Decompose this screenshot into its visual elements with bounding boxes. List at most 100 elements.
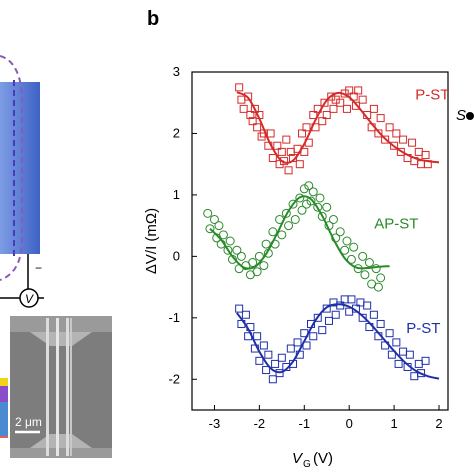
series-label-1: AP-ST xyxy=(374,216,418,233)
point-s2-30 xyxy=(336,301,345,310)
point-s1-40 xyxy=(324,221,334,231)
point-s2-42 xyxy=(381,341,390,350)
series-label-2: P-ST xyxy=(406,320,440,337)
point-s1-44 xyxy=(340,245,350,255)
point-s2-22 xyxy=(307,319,316,328)
point-s2-12 xyxy=(271,359,280,368)
point-s2-26 xyxy=(322,304,331,313)
point-s0-28 xyxy=(309,111,318,120)
x-tick-label-0: -3 xyxy=(209,416,221,431)
point-s2-27 xyxy=(324,316,333,325)
point-s2-50 xyxy=(410,372,419,381)
point-s1-48 xyxy=(353,264,363,274)
point-s1-17 xyxy=(254,251,264,261)
x-axis-title-unit: (V) xyxy=(313,450,333,467)
point-s0-54 xyxy=(396,147,405,156)
y-tick-label-2: 0 xyxy=(173,248,180,263)
point-s1-21 xyxy=(268,227,278,237)
point-s2-38 xyxy=(365,323,374,332)
point-s2-34 xyxy=(351,304,360,313)
point-s2-5 xyxy=(250,344,259,353)
y-tick-label-0: -2 xyxy=(168,371,180,386)
point-s2-44 xyxy=(387,350,396,359)
sem-top-taper xyxy=(30,332,92,346)
point-s0-31 xyxy=(318,117,327,126)
point-s2-18 xyxy=(293,338,302,347)
point-s2-1 xyxy=(237,319,246,328)
plot-frame xyxy=(191,71,449,411)
point-s1-46 xyxy=(346,254,356,264)
point-s2-46 xyxy=(394,359,403,368)
point-s1-54 xyxy=(373,282,383,292)
point-s0-62 xyxy=(423,160,432,169)
point-s1-53 xyxy=(371,264,381,274)
point-s2-25 xyxy=(318,326,327,335)
point-s2-17 xyxy=(289,359,298,368)
point-s0-25 xyxy=(300,147,309,156)
point-s2-21 xyxy=(302,341,311,350)
point-s2-29 xyxy=(331,310,340,319)
point-s0-43 xyxy=(354,86,363,95)
point-s0-16 xyxy=(277,147,286,156)
point-s0-5 xyxy=(248,117,257,126)
point-s1-33 xyxy=(304,181,314,191)
chart: -3 -2 -1 0 1 2 -2 -1 0 1 2 3 P-ST AP-ST P-ST ΔV/I (m… xyxy=(143,64,449,470)
sem-top-pad xyxy=(10,316,112,332)
point-s1-22 xyxy=(270,239,280,249)
point-s1-30 xyxy=(297,205,307,215)
voltmeter-circle xyxy=(19,288,39,308)
point-s0-12 xyxy=(266,129,275,138)
sem-bottom-pad xyxy=(10,448,112,458)
point-s1-55 xyxy=(376,273,386,283)
point-s0-44 xyxy=(358,95,367,104)
point-s1-35 xyxy=(308,187,318,197)
point-s2-7 xyxy=(255,356,264,365)
point-s0-24 xyxy=(298,129,307,138)
point-s1-50 xyxy=(360,270,370,280)
point-s0-18 xyxy=(282,135,291,144)
point-s0-40 xyxy=(345,86,354,95)
minus-sign: − xyxy=(35,261,42,275)
series-labels: P-ST AP-ST P-ST xyxy=(374,87,449,338)
x-tick-label-1: -2 xyxy=(254,416,266,431)
point-s2-37 xyxy=(363,301,372,310)
x-tick-label-3: 0 xyxy=(346,416,353,431)
point-s0-29 xyxy=(311,123,320,132)
x-axis-title-sub: G xyxy=(303,459,311,470)
point-s1-9 xyxy=(227,254,237,264)
point-s2-23 xyxy=(309,332,318,341)
point-s2-53 xyxy=(421,356,430,365)
point-s0-14 xyxy=(273,141,282,150)
point-s0-37 xyxy=(336,98,345,107)
point-s1-31 xyxy=(299,184,309,194)
sem-strip-1 xyxy=(46,318,49,456)
point-s0-57 xyxy=(408,138,417,147)
point-s2-20 xyxy=(300,329,309,338)
x-axis: -3 -2 -1 0 1 2 xyxy=(209,405,443,431)
point-s2-52 xyxy=(417,369,426,378)
edge-dot xyxy=(466,112,474,120)
point-s0-42 xyxy=(351,101,360,110)
y-tick-label-5: 3 xyxy=(173,64,180,79)
point-s1-8 xyxy=(225,236,235,246)
point-s0-60 xyxy=(417,160,426,169)
point-s0-55 xyxy=(399,135,408,144)
point-s2-43 xyxy=(385,329,394,338)
panel-label: b xyxy=(147,8,159,30)
series-label-0: P-ST xyxy=(415,87,449,104)
point-s2-41 xyxy=(376,319,385,328)
point-s0-11 xyxy=(264,141,273,150)
dashed-loop xyxy=(0,55,23,281)
y-tick-label-4: 2 xyxy=(173,125,180,140)
data-points xyxy=(203,83,432,384)
point-s1-41 xyxy=(328,214,338,224)
point-s2-0 xyxy=(235,304,244,313)
y-tick-label-3: 1 xyxy=(173,187,180,202)
color-bar-purple xyxy=(0,386,8,402)
y-axis-title: ΔV/I (mΩ) xyxy=(143,208,160,274)
point-s0-35 xyxy=(329,104,338,113)
point-s0-51 xyxy=(385,123,394,132)
point-s1-39 xyxy=(322,202,332,212)
point-s2-11 xyxy=(268,375,277,384)
